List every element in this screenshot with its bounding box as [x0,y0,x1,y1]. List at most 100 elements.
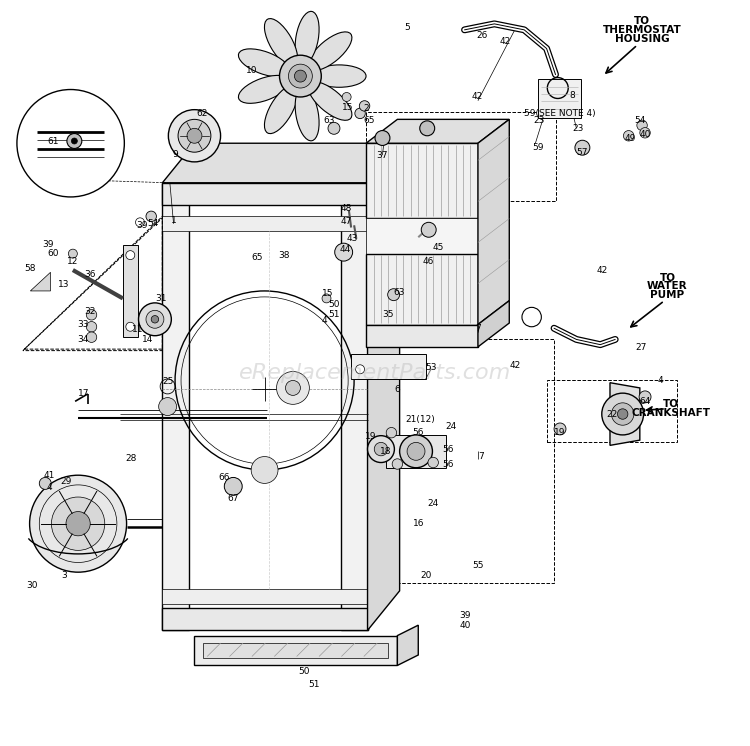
Text: 63: 63 [323,116,334,125]
Polygon shape [366,254,478,325]
Text: 24: 24 [427,499,439,508]
Text: 42: 42 [596,266,608,275]
Circle shape [295,70,306,82]
Text: 56: 56 [413,428,424,437]
Text: 26: 26 [477,31,488,40]
Circle shape [71,138,77,144]
Circle shape [289,64,312,88]
Circle shape [29,475,127,572]
Text: 8: 8 [569,91,574,100]
Text: 27: 27 [635,343,646,352]
Text: 23: 23 [533,116,544,125]
Text: 25: 25 [162,377,173,386]
Circle shape [68,249,77,258]
Ellipse shape [308,32,352,70]
Circle shape [139,303,171,336]
Text: 50: 50 [298,667,310,676]
Text: 11: 11 [132,325,143,334]
Text: HOUSING: HOUSING [615,34,670,44]
Circle shape [187,128,202,143]
Text: TO: TO [634,16,650,26]
Polygon shape [163,183,368,205]
Text: 44: 44 [340,245,351,254]
Ellipse shape [308,82,352,120]
Text: 29: 29 [61,477,72,486]
Text: 54: 54 [634,116,646,125]
Circle shape [146,211,157,222]
Text: 23: 23 [572,124,584,133]
Polygon shape [478,301,509,347]
Circle shape [52,497,105,551]
Text: 64: 64 [639,397,651,406]
Text: 66: 66 [218,473,230,482]
Circle shape [168,110,220,162]
Text: 32: 32 [84,307,96,316]
Circle shape [67,134,82,148]
Text: THERMOSTAT: THERMOSTAT [603,25,682,35]
Bar [345,339,554,583]
Text: 51: 51 [328,310,340,319]
Text: 39: 39 [136,221,148,230]
Circle shape [374,442,388,456]
Text: 1: 1 [171,216,176,225]
Polygon shape [163,216,368,231]
Circle shape [386,427,397,438]
Polygon shape [351,354,426,379]
Text: 67: 67 [227,494,239,503]
Polygon shape [163,589,368,604]
Circle shape [322,294,331,303]
Text: 4: 4 [657,376,663,385]
Circle shape [286,380,301,395]
Text: 21(12): 21(12) [405,415,435,424]
Text: 9: 9 [172,150,178,159]
Circle shape [640,128,650,138]
Polygon shape [163,608,368,630]
Ellipse shape [296,11,319,64]
Circle shape [375,131,390,145]
Text: PUMP: PUMP [650,290,685,301]
Text: 58: 58 [25,264,36,273]
Text: 2: 2 [363,104,369,113]
Text: 39: 39 [460,611,471,620]
Circle shape [17,90,125,197]
Text: 56: 56 [442,460,454,468]
Bar [366,112,556,201]
Text: 19: 19 [554,428,566,437]
Text: 42: 42 [472,93,483,101]
Text: WATER: WATER [647,281,688,292]
Text: 62: 62 [196,109,208,118]
Text: 12: 12 [68,257,79,266]
Text: 4: 4 [322,316,327,325]
Polygon shape [610,383,640,445]
Text: 28: 28 [125,454,136,463]
Polygon shape [386,435,446,468]
Circle shape [86,310,97,320]
Text: 45: 45 [433,243,444,252]
Text: 42: 42 [509,361,520,370]
Polygon shape [194,636,398,665]
Text: 65: 65 [251,253,263,262]
Polygon shape [30,272,50,291]
Text: 59(SEE NOTE 4): 59(SEE NOTE 4) [524,109,596,118]
Text: 33: 33 [76,320,88,329]
Text: 15: 15 [322,289,334,298]
Text: 57: 57 [577,148,588,157]
Text: 5: 5 [404,23,410,32]
Polygon shape [366,218,478,254]
Text: 14: 14 [142,335,153,344]
Polygon shape [203,643,388,658]
Polygon shape [366,143,478,218]
Text: 24: 24 [446,422,457,431]
Polygon shape [366,119,509,143]
Text: 46: 46 [423,257,434,266]
Text: 20: 20 [420,571,431,580]
Ellipse shape [265,86,298,134]
Circle shape [86,322,97,332]
Circle shape [356,365,364,374]
Circle shape [334,243,352,261]
Circle shape [39,477,51,489]
Text: 16: 16 [413,519,424,528]
Bar [538,79,581,118]
Text: 40: 40 [639,130,651,139]
Circle shape [159,398,176,416]
